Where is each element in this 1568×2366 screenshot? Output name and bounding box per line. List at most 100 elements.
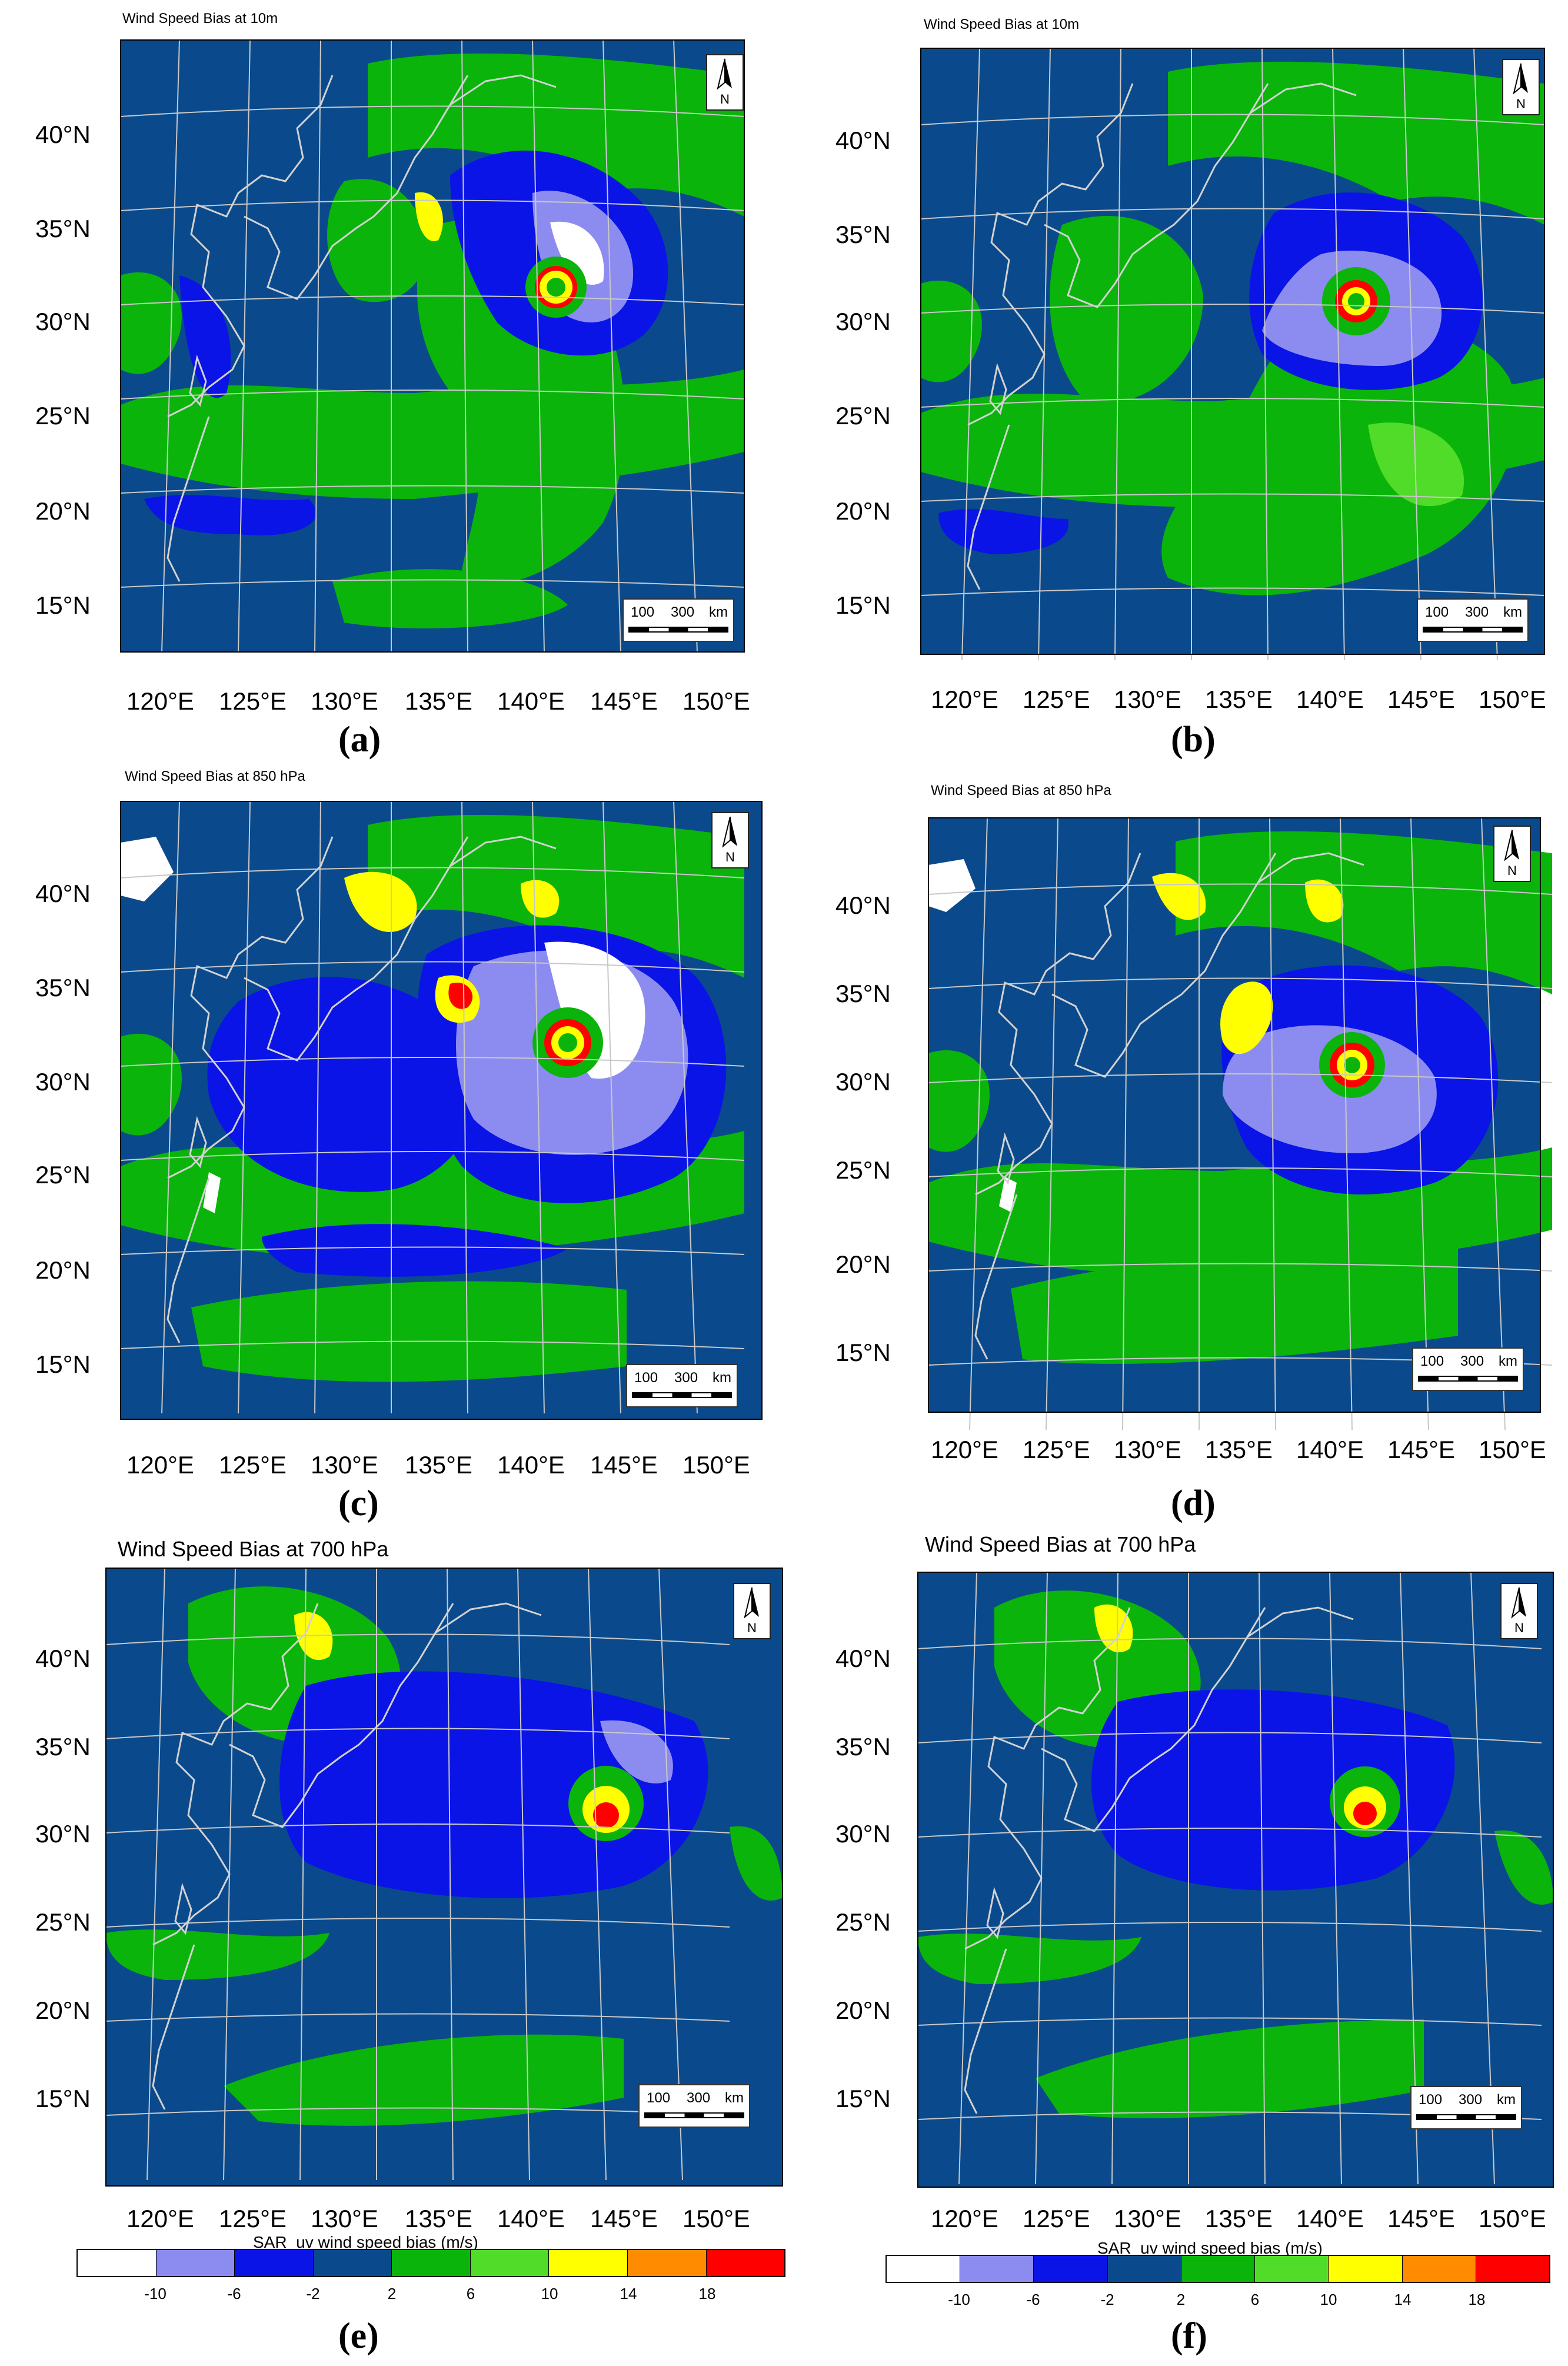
colorbar-swatch (1107, 2256, 1181, 2282)
lon-label: 120°E (126, 687, 194, 715)
map-panel-f (917, 1572, 1554, 2188)
panel-c-title: Wind Speed Bias at 850 hPa (125, 768, 305, 784)
lon-label: 135°E (1205, 1436, 1273, 1463)
lon-label: 150°E (1479, 1436, 1546, 1463)
lat-label: 15°N (835, 2085, 891, 2112)
north-arrow-icon: N (1493, 826, 1531, 882)
colorbar-swatch (960, 2256, 1034, 2282)
colorbar (885, 2255, 1550, 2283)
lon-label: 125°E (1023, 685, 1090, 713)
scale-bar: 100 300 km (1410, 2086, 1522, 2129)
lon-label: 135°E (1205, 2205, 1273, 2232)
lon-label: 135°E (405, 1451, 472, 1479)
lon-label: 125°E (1023, 1436, 1090, 1463)
lon-label: 120°E (126, 2205, 194, 2232)
lat-label: 15°N (835, 1339, 891, 1366)
lon-label: 135°E (405, 687, 472, 715)
north-arrow-icon: N (711, 812, 749, 868)
scale-bar: 100 300 km (638, 2084, 750, 2128)
lat-label: 15°N (835, 591, 891, 619)
colorbar-swatch (392, 2250, 471, 2276)
lon-label: 120°E (931, 685, 998, 713)
lon-label: 145°E (1387, 1436, 1455, 1463)
map-panel-c (120, 801, 763, 1420)
lat-label: 40°N (835, 891, 891, 919)
colorbar-tick: 10 (1320, 2291, 1337, 2308)
lon-label: 150°E (683, 1451, 750, 1479)
colorbar-swatch (627, 2250, 707, 2276)
map-panel-d (928, 817, 1553, 1430)
panel-label-f: (f) (1171, 2316, 1207, 2356)
lon-label: 130°E (311, 2205, 378, 2232)
lat-label: 25°N (835, 1156, 891, 1184)
lon-label: 150°E (683, 2205, 750, 2232)
lat-label: 25°N (35, 402, 91, 430)
lon-label: 130°E (1114, 685, 1181, 713)
lon-label: 145°E (590, 687, 658, 715)
lat-label: 25°N (35, 1908, 91, 1936)
lon-label: 140°E (497, 687, 565, 715)
lon-label: 135°E (1205, 685, 1273, 713)
lon-label: 140°E (1296, 1436, 1364, 1463)
lon-label: 125°E (219, 1451, 287, 1479)
scale-bar: 100 300 km (622, 598, 734, 642)
lat-label: 40°N (835, 1645, 891, 1672)
lon-label: 130°E (311, 687, 378, 715)
lon-label: 125°E (219, 687, 287, 715)
lon-label: 140°E (497, 2205, 565, 2232)
colorbar-tick: -10 (144, 2285, 167, 2302)
lon-label: 145°E (1387, 685, 1455, 713)
lat-label: 40°N (35, 121, 91, 148)
lon-label: 140°E (1296, 2205, 1364, 2232)
colorbar-swatch (1476, 2256, 1549, 2282)
lon-label: 145°E (590, 2205, 658, 2232)
lat-label: 30°N (35, 308, 91, 335)
lon-label: 130°E (1114, 1436, 1181, 1463)
colorbar-tick: 18 (698, 2285, 716, 2302)
colorbar-tick: -10 (948, 2291, 970, 2308)
panel-label-b: (b) (1171, 720, 1216, 760)
colorbar-swatch (1255, 2256, 1329, 2282)
lon-label: 120°E (126, 1451, 194, 1479)
lon-label: 120°E (931, 2205, 998, 2232)
lat-label: 40°N (35, 1645, 91, 1672)
lat-label: 20°N (35, 1996, 91, 2024)
lat-label: 20°N (835, 1250, 891, 1278)
lat-label: 30°N (835, 1068, 891, 1096)
colorbar-swatch (887, 2256, 961, 2282)
map-panel-e (105, 1568, 783, 2187)
colorbar-swatch (78, 2250, 157, 2276)
colorbar-tick: 14 (620, 2285, 637, 2302)
lon-label: 145°E (590, 1451, 658, 1479)
lat-label: 20°N (35, 497, 91, 525)
colorbar-swatch (1034, 2256, 1108, 2282)
lat-label: 35°N (35, 1733, 91, 1761)
lat-label: 25°N (35, 1161, 91, 1189)
lat-label: 20°N (835, 497, 891, 525)
colorbar-swatch (1329, 2256, 1403, 2282)
panel-label-e: (e) (338, 2316, 379, 2356)
lat-label: 15°N (35, 1350, 91, 1378)
lon-label: 150°E (1479, 2205, 1546, 2232)
north-arrow-icon: N (733, 1583, 771, 1639)
colorbar-tick: 2 (1176, 2291, 1186, 2308)
lon-label: 130°E (311, 1451, 378, 1479)
lon-label: 150°E (1479, 685, 1546, 713)
lat-label: 35°N (835, 1733, 891, 1761)
lat-label: 30°N (835, 308, 891, 335)
lat-label: 15°N (35, 2085, 91, 2112)
colorbar-swatch (313, 2250, 392, 2276)
lat-label: 35°N (35, 215, 91, 242)
lat-label: 35°N (35, 974, 91, 1001)
colorbar-swatch (549, 2250, 628, 2276)
colorbar-tick: 10 (541, 2285, 558, 2302)
panel-e-title: Wind Speed Bias at 700 hPa (118, 1537, 389, 1561)
colorbar-tick: 2 (387, 2285, 397, 2302)
lon-label: 140°E (497, 1451, 565, 1479)
north-arrow-icon: N (706, 54, 744, 111)
colorbar-title: SAR_uv wind speed bias (m/s) (253, 2233, 478, 2251)
lon-label: 140°E (1296, 685, 1364, 713)
lat-label: 25°N (835, 1908, 891, 1936)
north-arrow-icon: N (1502, 59, 1540, 115)
